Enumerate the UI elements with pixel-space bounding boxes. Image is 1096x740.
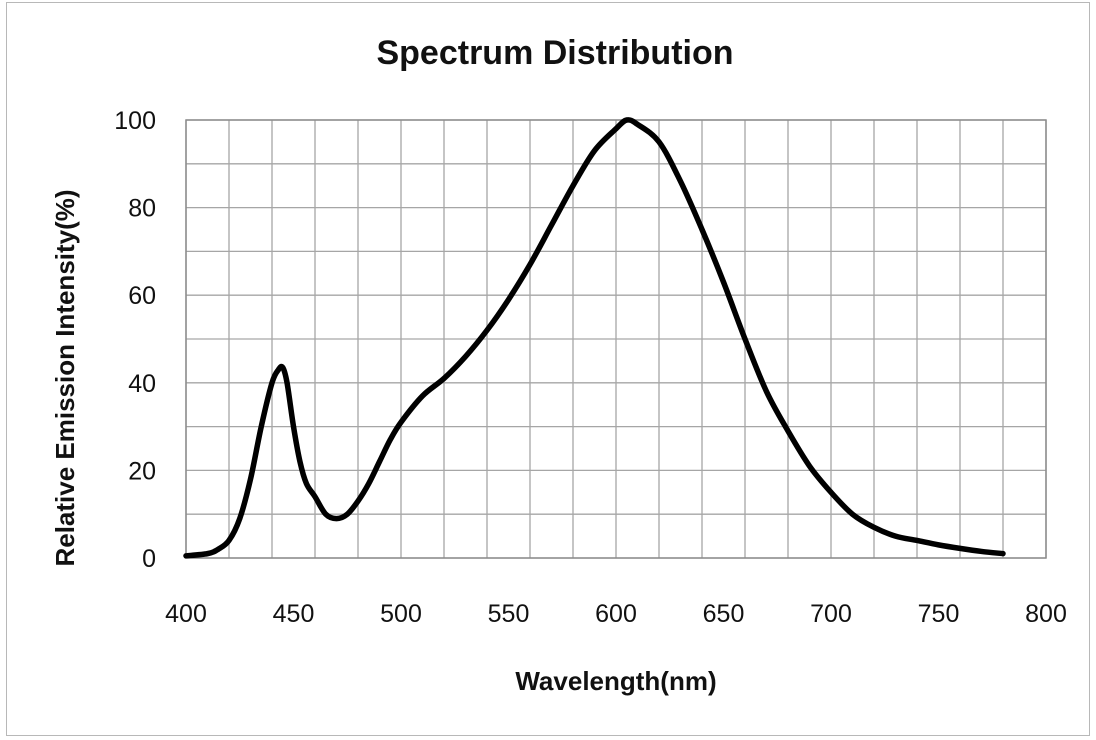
x-tick-label: 500 — [380, 600, 422, 628]
plot-border — [185, 119, 1047, 559]
y-tick-label: 40 — [128, 370, 156, 398]
x-tick-label: 650 — [703, 600, 745, 628]
y-tick-label: 20 — [128, 457, 156, 485]
x-axis-ticks: 400 450 500 550 600 650 700 750 800 — [165, 600, 1067, 628]
x-tick-label: 400 — [165, 600, 207, 628]
chart-title: Spectrum Distribution — [376, 34, 733, 72]
y-axis-ticks: 0 20 40 60 80 100 — [114, 107, 156, 573]
x-tick-label: 800 — [1025, 600, 1067, 628]
spectrum-line — [183, 117, 1006, 559]
data-series — [183, 117, 1006, 559]
x-tick-label: 700 — [810, 600, 852, 628]
x-tick-label: 600 — [595, 600, 637, 628]
x-tick-label: 550 — [488, 600, 530, 628]
x-axis-label: Wavelength(nm) — [515, 666, 716, 696]
y-tick-label: 100 — [114, 107, 156, 135]
y-tick-label: 60 — [128, 282, 156, 310]
y-tick-label: 0 — [142, 545, 156, 573]
x-tick-label: 450 — [273, 600, 315, 628]
y-axis-label: Relative Emission Intensity(%) — [50, 189, 80, 566]
x-tick-label: 750 — [918, 600, 960, 628]
plot-grid — [185, 119, 1047, 559]
y-tick-label: 80 — [128, 195, 156, 223]
